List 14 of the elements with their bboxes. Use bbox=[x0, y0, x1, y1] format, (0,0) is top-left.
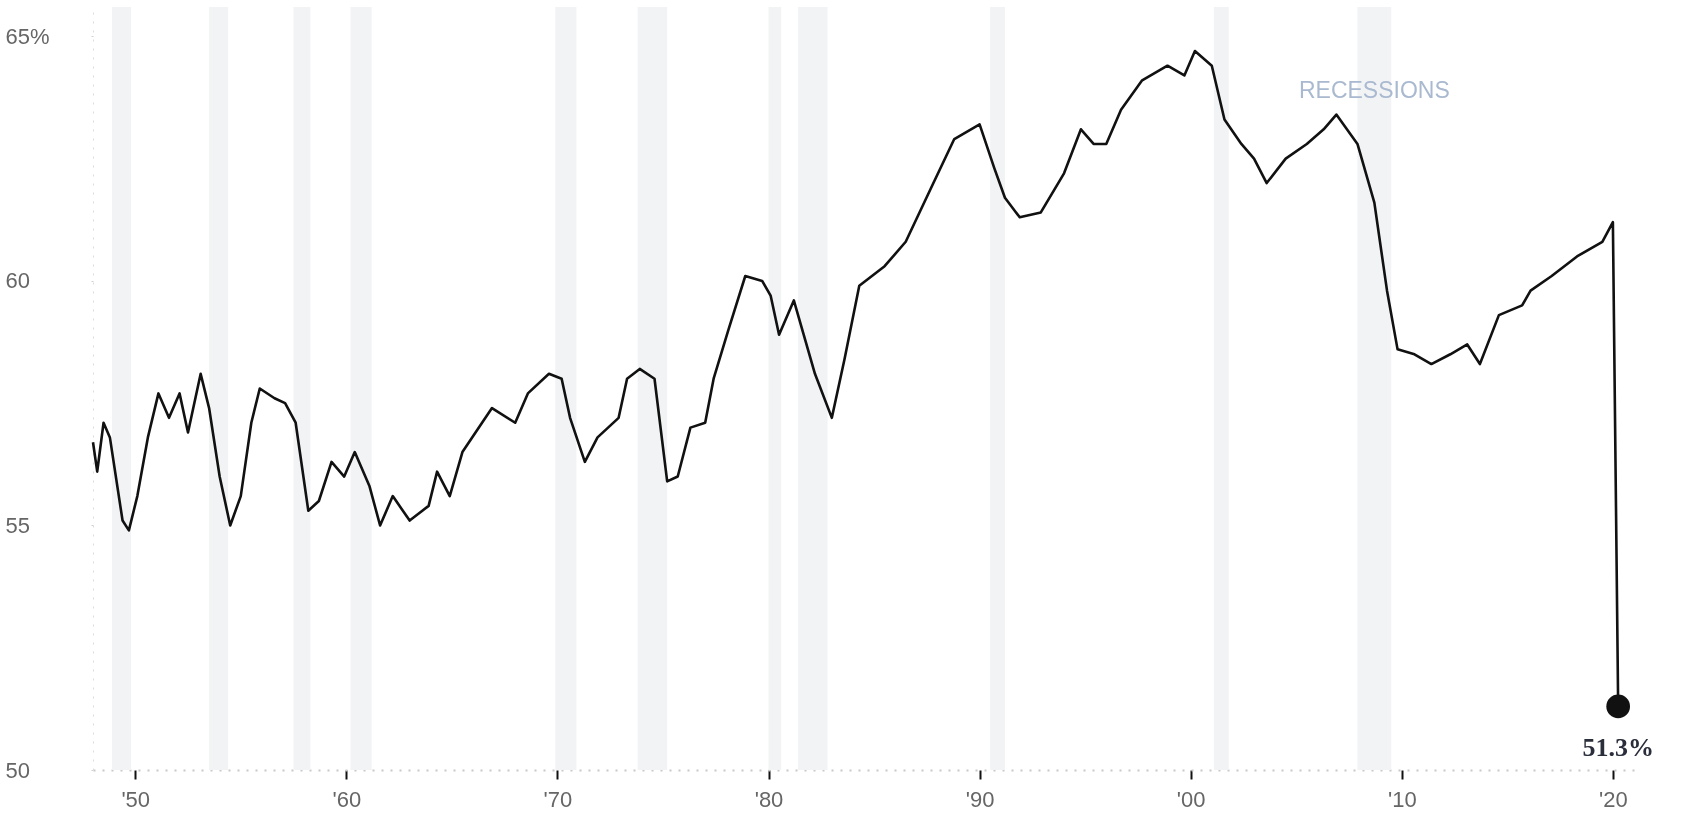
x-tick-label: '60 bbox=[332, 786, 362, 812]
annotation: 51.3% bbox=[1582, 733, 1654, 763]
x-tick-label: '80 bbox=[754, 786, 784, 812]
band-label: RECESSIONS bbox=[1298, 77, 1450, 103]
x-tick-label: '90 bbox=[965, 786, 995, 812]
x-tick-label: '10 bbox=[1387, 786, 1417, 812]
y-tick-label: 55 bbox=[5, 512, 30, 538]
x-tick-label: '70 bbox=[543, 786, 573, 812]
x-tick-label: '20 bbox=[1599, 786, 1628, 812]
y-tick-label: 65% bbox=[5, 23, 50, 49]
y-tick-label: 60 bbox=[5, 268, 30, 294]
x-tick-label: '50 bbox=[121, 786, 151, 812]
y-tick-label: 50 bbox=[5, 757, 30, 783]
x-tick-label: '00 bbox=[1176, 786, 1206, 812]
